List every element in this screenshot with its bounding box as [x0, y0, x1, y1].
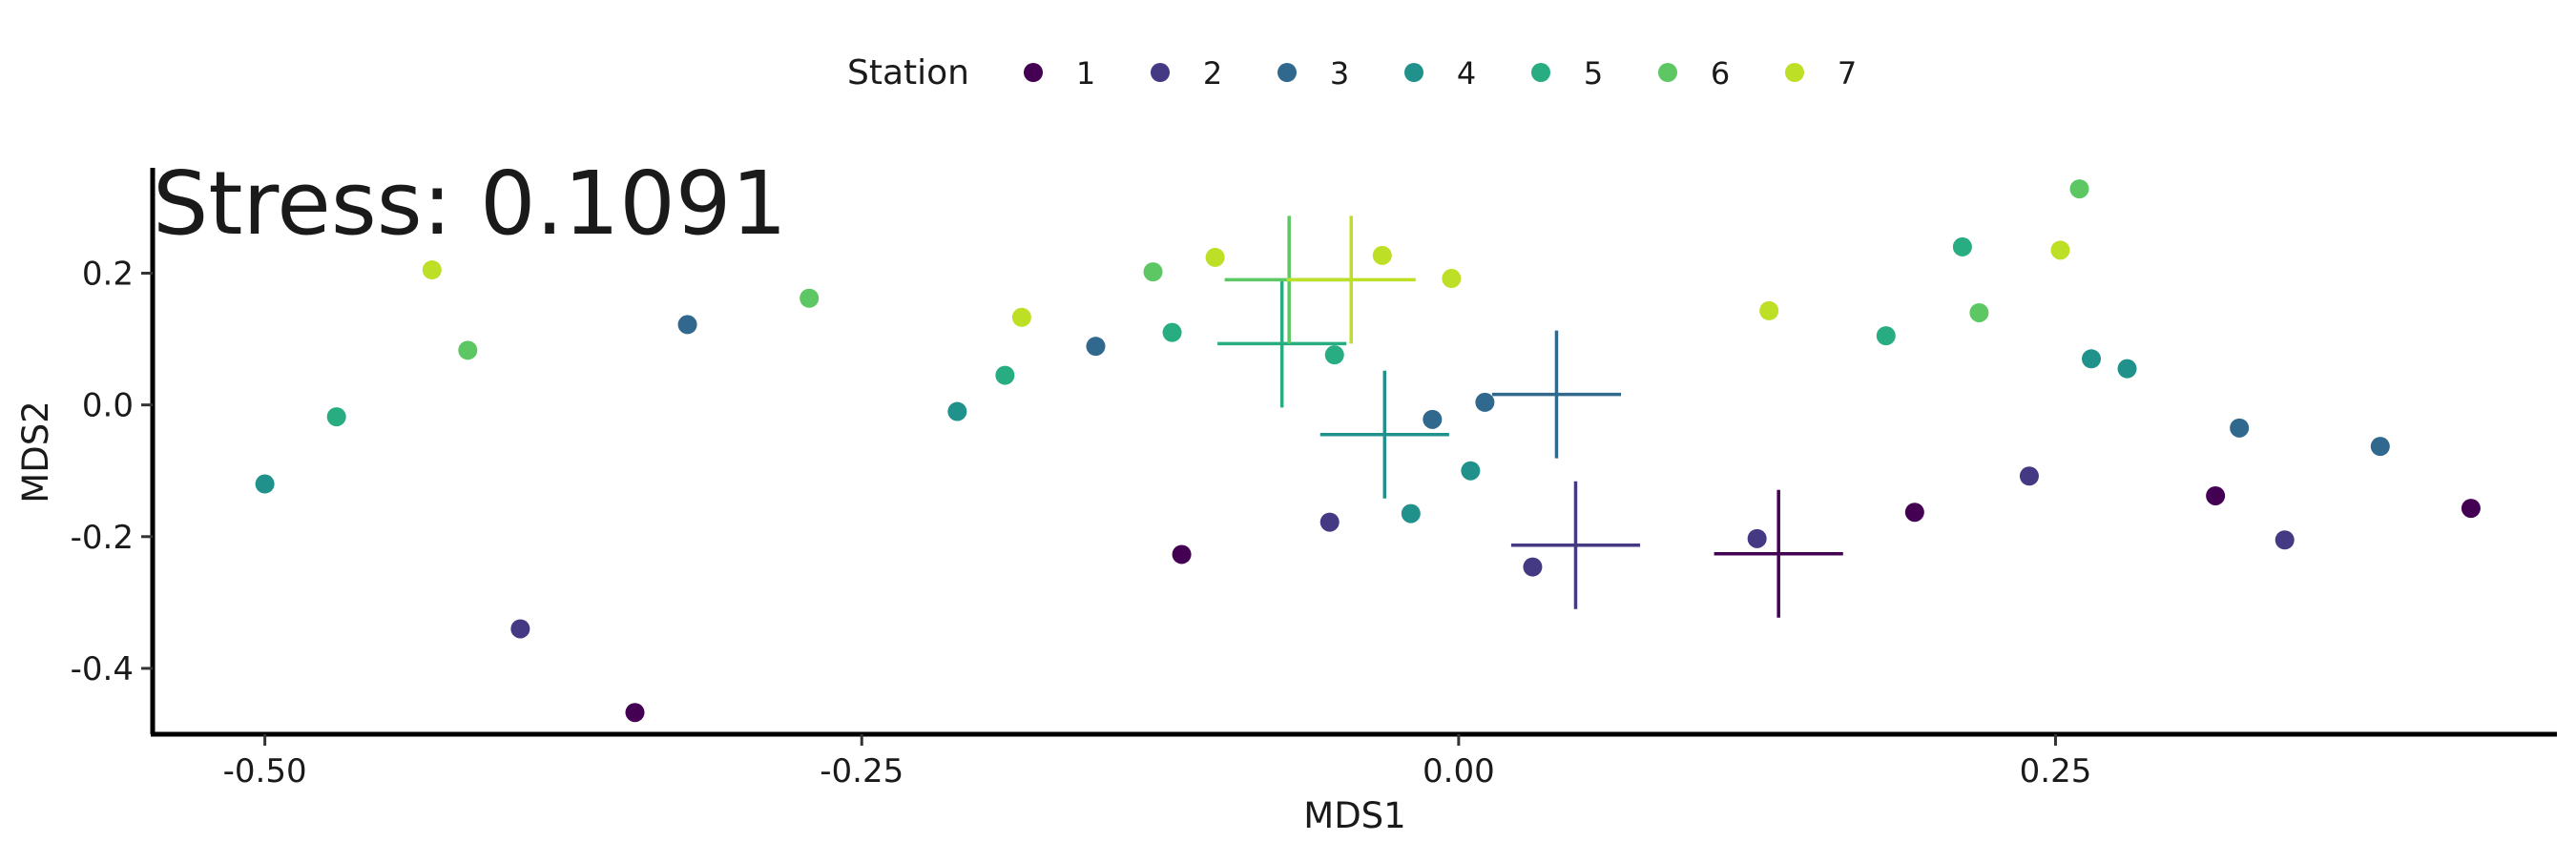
data-point	[1523, 557, 1543, 577]
data-point	[1747, 528, 1767, 548]
data-point	[1969, 302, 1989, 322]
data-point	[1172, 544, 1192, 564]
legend-key	[1785, 63, 1804, 82]
legend-key	[1404, 63, 1423, 82]
data-point	[677, 315, 697, 335]
data-point	[2461, 499, 2481, 519]
series-station-4	[255, 349, 2137, 523]
legend-label: 2	[1203, 55, 1222, 92]
legend: Station 1 2 3 4 5 6 7	[847, 53, 1857, 92]
data-point	[510, 619, 530, 639]
legend-key	[1151, 63, 1170, 82]
data-point	[458, 340, 478, 360]
data-point	[800, 288, 820, 308]
data-point	[947, 401, 967, 421]
data-point	[1423, 409, 1443, 429]
legend-label: 3	[1330, 55, 1349, 92]
data-point	[1319, 512, 1340, 532]
stress-annotation: Stress: 0.1091	[153, 153, 787, 255]
data-point	[1162, 322, 1182, 342]
series-layer	[255, 179, 2481, 723]
axes: MDS1 MDS2 Stress: 0.1091 -0.50 -0.25 0.00 0…	[15, 153, 2557, 836]
data-point	[326, 407, 346, 427]
data-point	[1011, 307, 1031, 327]
x-axis-label: MDS1	[1303, 795, 1405, 836]
data-point	[2206, 485, 2226, 505]
data-point	[1461, 461, 1481, 481]
y-tick-label: -0.2	[71, 519, 134, 557]
legend-title: Station	[847, 53, 969, 92]
data-point	[1372, 245, 1392, 265]
data-point	[2069, 179, 2089, 199]
data-point	[1759, 300, 1779, 320]
data-point	[255, 474, 275, 494]
data-point	[2370, 437, 2390, 457]
x-tick-label: 0.00	[1423, 752, 1495, 790]
legend-label: 1	[1076, 55, 1095, 92]
x-tick-label: -0.50	[223, 752, 307, 790]
data-point	[1475, 392, 1495, 412]
legend-key	[1024, 63, 1043, 82]
legend-label: 5	[1584, 55, 1603, 92]
legend-key	[1531, 63, 1550, 82]
legend-label: 4	[1457, 55, 1476, 92]
data-point	[2050, 240, 2070, 260]
y-axis-label: MDS2	[15, 400, 56, 503]
legend-key	[1658, 63, 1677, 82]
data-point	[1876, 326, 1896, 346]
y-tick-label: 0.2	[82, 256, 134, 294]
data-point	[1143, 262, 1163, 282]
series-station-1	[625, 485, 2481, 723]
series-station-5	[326, 236, 1972, 427]
x-tick-label: 0.25	[2020, 752, 2092, 790]
data-point	[2019, 466, 2039, 486]
y-tick-label: -0.4	[71, 650, 134, 688]
data-point	[2230, 418, 2250, 438]
data-point	[2275, 530, 2295, 550]
data-point	[1952, 236, 1972, 257]
legend-key	[1278, 63, 1297, 82]
data-point	[995, 365, 1015, 385]
data-point	[1086, 337, 1106, 357]
series-station-3	[677, 315, 2390, 459]
series-station-7	[422, 216, 2070, 344]
data-point	[1442, 269, 1462, 289]
data-point	[422, 260, 442, 280]
series-station-2	[510, 466, 2295, 639]
data-point	[625, 703, 645, 723]
legend-label: 6	[1711, 55, 1730, 92]
legend-label: 7	[1838, 55, 1857, 92]
data-point	[1904, 503, 1924, 523]
data-point	[1401, 503, 1421, 523]
y-tick-label: 0.0	[82, 387, 134, 425]
data-point	[2117, 359, 2137, 379]
x-tick-label: -0.25	[820, 752, 904, 790]
data-point	[1205, 247, 1225, 267]
data-point	[1324, 345, 1344, 365]
data-point	[2082, 349, 2102, 369]
